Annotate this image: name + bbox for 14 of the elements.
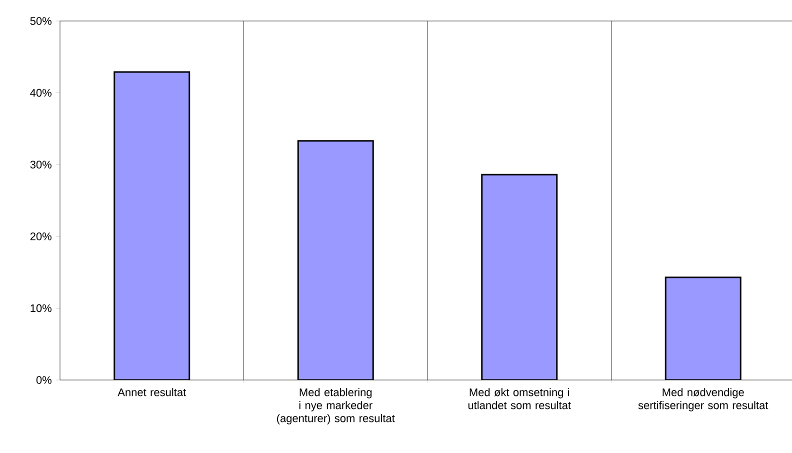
y-tick-label: 50% xyxy=(30,17,52,25)
x-tick-label: Med nødvendige sertifiseringer som resultat xyxy=(638,388,768,412)
bar xyxy=(664,276,742,380)
bar xyxy=(297,140,374,380)
y-tick-label: 40% xyxy=(30,88,52,97)
bar xyxy=(481,174,558,380)
x-tick-label: Annet resultat xyxy=(118,388,186,396)
y-tick-label: 0% xyxy=(36,376,52,384)
y-tick-label: 20% xyxy=(30,232,52,240)
x-tick-label: Med økt omsetning i utlandet som resultat xyxy=(468,388,571,410)
y-tick-label: 10% xyxy=(30,304,52,312)
y-tick-label: 30% xyxy=(30,160,52,168)
x-tick-label: Med etablering i nye markeder (agenturer) som resultat xyxy=(277,388,395,424)
bar xyxy=(114,71,190,380)
